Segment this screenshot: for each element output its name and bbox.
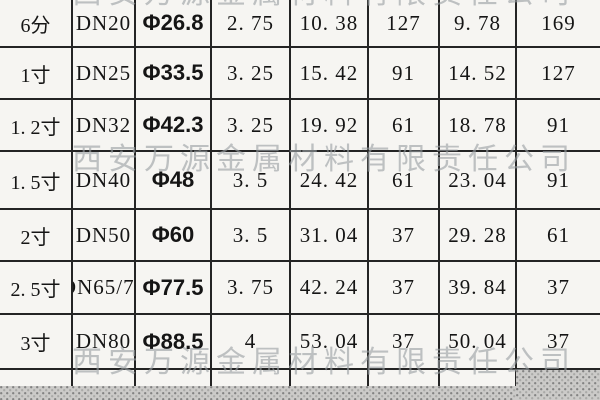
table-cell-qty_b-row5: 37: [517, 262, 600, 315]
table-cell-qty_a-row1: 91: [369, 48, 440, 100]
table-cell-wall_thickness-row5: 3. 75: [212, 262, 291, 315]
table-cell-weight_b-row5: 39. 84: [440, 262, 517, 315]
table-cell-size_inch_cn-row2: 1. 2寸: [0, 100, 73, 152]
table-cell-size_inch_cn-row6: 3寸: [0, 315, 73, 370]
table-cell-weight_b-row6: 50. 04: [440, 315, 517, 370]
table-cell-outer_diameter-row3: Φ48: [136, 152, 212, 210]
table-cell-empty: [0, 370, 73, 400]
table-cell-dn_size-row6: DN80: [73, 315, 136, 370]
table-cell-weight_a-row2: 19. 92: [291, 100, 369, 152]
table-cell-outer_diameter-row4: Φ60: [136, 210, 212, 262]
table-cell-wall_thickness-row1: 3. 25: [212, 48, 291, 100]
table-cell-empty: [291, 370, 369, 400]
table-cell-outer_diameter-row1: Φ33.5: [136, 48, 212, 100]
table-cell-qty_b-row4: 61: [517, 210, 600, 262]
table-cell-qty_a-row3: 61: [369, 152, 440, 210]
table-cell-wall_thickness-row4: 3. 5: [212, 210, 291, 262]
table-cell-qty_a-row2: 61: [369, 100, 440, 152]
table-cell-weight_a-row1: 15. 42: [291, 48, 369, 100]
table-cell-qty_b-row3: 91: [517, 152, 600, 210]
table-cell-qty_a-row4: 37: [369, 210, 440, 262]
table-cell-size_inch_cn-row1: 1寸: [0, 48, 73, 100]
table-cell-dn_size-row4: DN50: [73, 210, 136, 262]
table-cell-weight_a-row0: 10. 38: [291, 0, 369, 48]
table-cell-weight_b-row0: 9. 78: [440, 0, 517, 48]
table-cell-dn_size-row1: DN25: [73, 48, 136, 100]
table-cell-qty_b-row1: 127: [517, 48, 600, 100]
table-cell-empty: [369, 370, 440, 400]
table-cell-qty_a-row5: 37: [369, 262, 440, 315]
table-cell-dn_size-row5: DN65/70: [73, 262, 136, 315]
table-cell-empty: [136, 370, 212, 400]
table-cell-weight_b-row2: 18. 78: [440, 100, 517, 152]
table-cell-empty: [212, 370, 291, 400]
table-cell-outer_diameter-row0: Φ26.8: [136, 0, 212, 48]
bottom-dotted-band: [0, 386, 600, 400]
table-cell-qty_b-row2: 91: [517, 100, 600, 152]
table-cell-wall_thickness-row3: 3. 5: [212, 152, 291, 210]
table-cell-size_inch_cn-row4: 2寸: [0, 210, 73, 262]
table-cell-size_inch_cn-row3: 1. 5寸: [0, 152, 73, 210]
table-cell-dn_size-row2: DN32: [73, 100, 136, 152]
table-cell-qty_a-row0: 127: [369, 0, 440, 48]
table-cell-size_inch_cn-row0: 6分: [0, 0, 73, 48]
table-cell-wall_thickness-row6: 4: [212, 315, 291, 370]
table-cell-weight_b-row4: 29. 28: [440, 210, 517, 262]
table-cell-weight_a-row6: 53. 04: [291, 315, 369, 370]
table-cell-weight_a-row3: 24. 42: [291, 152, 369, 210]
table-cell-outer_diameter-row2: Φ42.3: [136, 100, 212, 152]
table-cell-qty_a-row6: 37: [369, 315, 440, 370]
table-cell-weight_b-row3: 23. 04: [440, 152, 517, 210]
table-cell-outer_diameter-row6: Φ88.5: [136, 315, 212, 370]
table-cell-wall_thickness-row2: 3. 25: [212, 100, 291, 152]
table-cell-dn_size-row0: DN20: [73, 0, 136, 48]
table-cell-empty: [73, 370, 136, 400]
table-cell-weight_a-row4: 31. 04: [291, 210, 369, 262]
table-cell-outer_diameter-row5: Φ77.5: [136, 262, 212, 315]
bottom-dotted-band-notch: [516, 370, 600, 400]
table-cell-weight_b-row1: 14. 52: [440, 48, 517, 100]
table-cell-qty_b-row6: 37: [517, 315, 600, 370]
table-cell-size_inch_cn-row5: 2. 5寸: [0, 262, 73, 315]
table-cell-wall_thickness-row0: 2. 75: [212, 0, 291, 48]
table-cell-weight_a-row5: 42. 24: [291, 262, 369, 315]
table-cell-dn_size-row3: DN40: [73, 152, 136, 210]
table-cell-qty_b-row0: 169: [517, 0, 600, 48]
